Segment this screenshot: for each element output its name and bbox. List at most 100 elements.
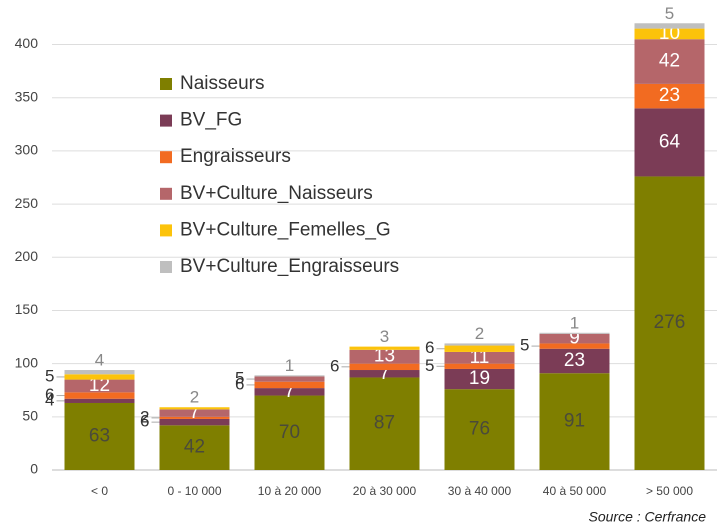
bar-segment <box>634 108 705 177</box>
bar-segment <box>159 425 230 470</box>
value-label: 63 <box>89 426 110 447</box>
bar-segment <box>64 374 135 380</box>
x-tick-label: 30 à 40 000 <box>448 484 512 498</box>
legend-label: BV+Culture_Femelles_G <box>180 219 391 240</box>
legend-label: BV+Culture_Naisseurs <box>180 183 373 204</box>
value-label: 87 <box>374 413 395 434</box>
x-tick-label: 0 - 10 000 <box>167 484 221 498</box>
x-tick-label: < 0 <box>91 484 108 498</box>
value-label: 91 <box>564 411 585 432</box>
legend-swatch <box>160 224 172 237</box>
bar-segment <box>634 23 705 29</box>
legend-swatch <box>160 78 172 90</box>
value-label: 9 <box>569 328 580 349</box>
bar-segment <box>539 343 610 349</box>
bar-segment <box>634 176 705 470</box>
bar-segment <box>254 388 325 396</box>
value-label: 70 <box>279 422 300 443</box>
bar-segment <box>444 351 515 364</box>
legend-label: Engraisseurs <box>180 146 291 167</box>
y-tick-label: 300 <box>15 142 39 158</box>
bar-segment <box>634 83 705 109</box>
bar-segment <box>444 345 515 352</box>
bar-segment <box>539 373 610 470</box>
value-label: 6 <box>425 338 434 357</box>
value-label: 76 <box>469 419 490 440</box>
legend-swatch <box>160 187 172 200</box>
bar-segment <box>254 395 325 470</box>
value-label: 5 <box>520 336 529 355</box>
value-label: 2 <box>190 388 199 407</box>
value-label: 5 <box>45 366 54 385</box>
bar-segment <box>539 332 610 334</box>
y-tick-label: 50 <box>22 408 38 424</box>
bar-segment <box>349 349 420 364</box>
value-label: 12 <box>89 375 110 396</box>
value-label: 4 <box>45 390 54 409</box>
value-label: 6 <box>330 356 339 375</box>
bar-segment <box>159 407 230 410</box>
bar-segment <box>64 370 135 375</box>
value-label: 13 <box>374 346 395 367</box>
bar-segment <box>634 39 705 84</box>
bar-segment <box>254 376 325 382</box>
value-label: 42 <box>184 437 205 458</box>
value-label: 5 <box>425 356 434 375</box>
value-label: 1 <box>570 313 579 332</box>
value-label: 42 <box>659 51 680 72</box>
legend-label: BV_FG <box>180 110 242 131</box>
bar-segment <box>159 418 230 426</box>
value-label: 1 <box>285 356 294 375</box>
value-label: 23 <box>564 350 585 371</box>
bar-segment <box>634 28 705 40</box>
bar-segment <box>349 346 420 350</box>
bar-segment <box>159 409 230 417</box>
legend-swatch <box>160 114 172 127</box>
source: Source : Cerfrance <box>589 509 707 525</box>
bar-segment <box>539 333 610 344</box>
bar-segment <box>349 363 420 371</box>
x-tick-label: 20 à 30 000 <box>353 484 417 498</box>
bar-segment <box>64 379 135 393</box>
x-tick-label: 10 à 20 000 <box>258 484 322 498</box>
value-label: 6 <box>235 374 244 393</box>
y-tick-label: 350 <box>15 88 39 104</box>
value-label: 4 <box>95 351 104 370</box>
value-label: 7 <box>189 402 200 423</box>
y-tick-label: 400 <box>15 35 39 51</box>
value-label: 2 <box>475 324 484 343</box>
y-tick-label: 0 <box>30 461 38 477</box>
value-label: 6 <box>140 412 149 431</box>
value-label: 5 <box>665 4 674 23</box>
value-label: 23 <box>659 85 680 106</box>
value-label: 11 <box>470 347 490 368</box>
bar-segment <box>254 381 325 389</box>
y-tick-label: 100 <box>15 354 39 370</box>
bar-segment <box>64 398 135 403</box>
x-tick-label: > 50 000 <box>646 484 693 498</box>
legend-label: Naisseurs <box>180 73 264 94</box>
value-label: 64 <box>659 131 681 152</box>
y-tick-label: 250 <box>15 195 39 211</box>
bar-segment <box>254 375 325 377</box>
value-label: 276 <box>654 312 686 333</box>
value-label: 7 <box>284 381 295 402</box>
legend-swatch <box>160 261 172 273</box>
bar-segment <box>539 348 610 374</box>
value-label: 3 <box>380 327 389 346</box>
y-tick-label: 150 <box>15 301 39 317</box>
x-tick-label: 40 à 50 000 <box>543 484 607 498</box>
bar-segment <box>444 363 515 369</box>
legend-label: BV+Culture_Engraisseurs <box>180 256 399 277</box>
bar-segment <box>349 377 420 470</box>
bar-segment <box>64 402 135 470</box>
bar-segment <box>64 392 135 399</box>
legend-swatch <box>160 151 172 164</box>
y-tick-label: 200 <box>15 248 39 264</box>
bar-segment <box>444 389 515 470</box>
value-label: 19 <box>469 368 490 389</box>
bar-segment <box>349 370 420 378</box>
bar-segment <box>159 416 230 419</box>
value-label: 5 <box>235 369 244 388</box>
